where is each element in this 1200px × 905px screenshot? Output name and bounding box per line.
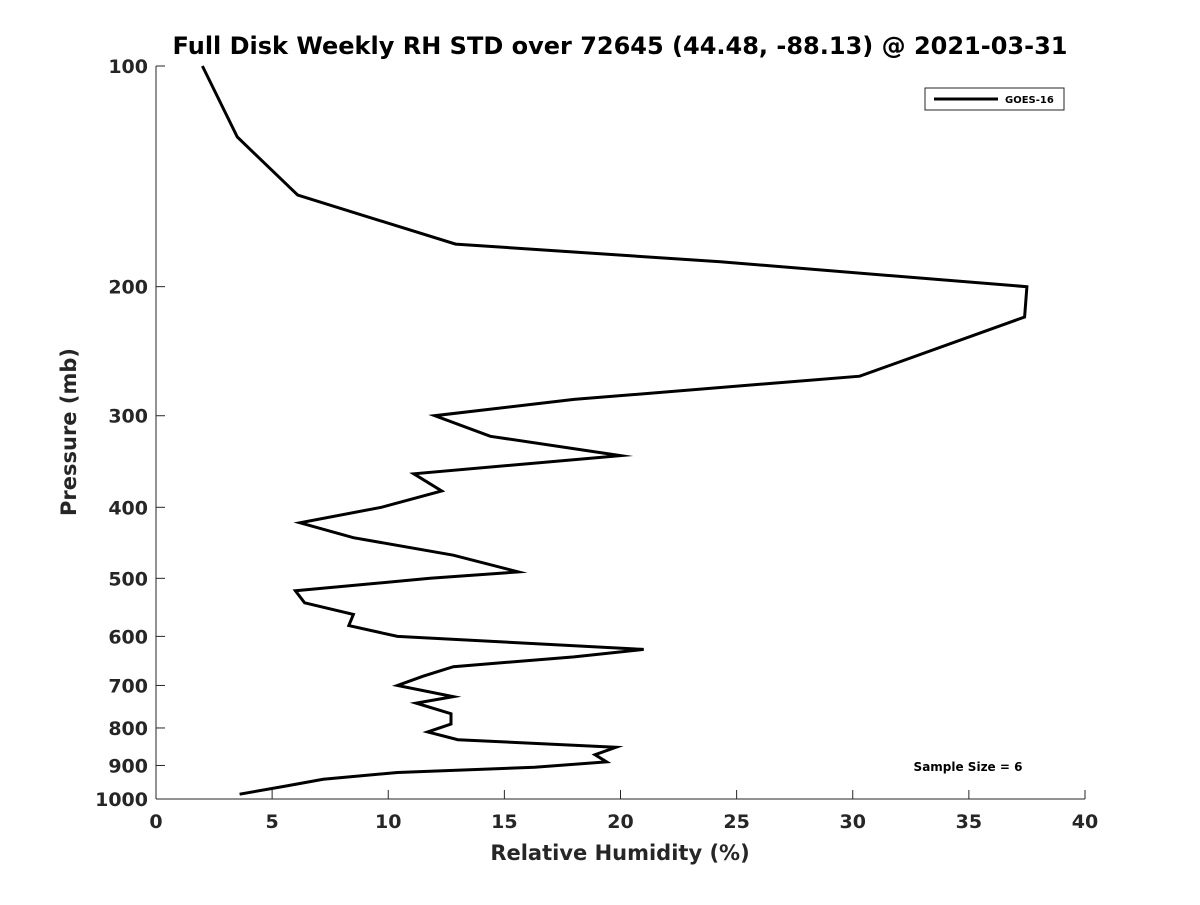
x-ticks: 0 5 10 15 20 25 30 35 40 <box>149 790 1098 833</box>
y-ticks: 100 200 300 400 500 600 700 800 900 1000 <box>95 56 165 811</box>
sample-size-annotation: Sample Size = 6 <box>914 760 1023 774</box>
legend: GOES-16 <box>924 87 1065 111</box>
y-axis-label: Pressure (mb) <box>57 348 81 516</box>
y-tick-label: 100 <box>108 56 148 78</box>
x-tick-label: 35 <box>956 811 982 833</box>
axes-group <box>155 66 1085 800</box>
y-tick-label: 900 <box>108 755 148 777</box>
y-tick-label: 1000 <box>95 789 148 811</box>
x-tick-label: 15 <box>491 811 517 833</box>
y-tick-label: 200 <box>108 277 148 299</box>
series-line-goes-16 <box>201 65 1029 796</box>
x-tick-label: 0 <box>149 811 162 833</box>
x-tick-label: 30 <box>840 811 866 833</box>
x-axis-label: Relative Humidity (%) <box>490 841 749 865</box>
legend-label-goes-16: GOES-16 <box>1005 95 1054 106</box>
x-tick-label: 10 <box>375 811 401 833</box>
series-group <box>201 65 1029 796</box>
chart-title: Full Disk Weekly RH STD over 72645 (44.4… <box>173 32 1068 60</box>
y-tick-label: 600 <box>108 626 148 648</box>
y-tick-label: 700 <box>108 675 148 697</box>
x-tick-label: 25 <box>723 811 749 833</box>
x-tick-label: 5 <box>266 811 279 833</box>
x-tick-label: 20 <box>607 811 633 833</box>
y-tick-label: 500 <box>108 568 148 590</box>
y-tick-label: 400 <box>108 497 148 519</box>
y-tick-label: 800 <box>108 718 148 740</box>
y-tick-label: 300 <box>108 406 148 428</box>
x-tick-label: 40 <box>1072 811 1098 833</box>
